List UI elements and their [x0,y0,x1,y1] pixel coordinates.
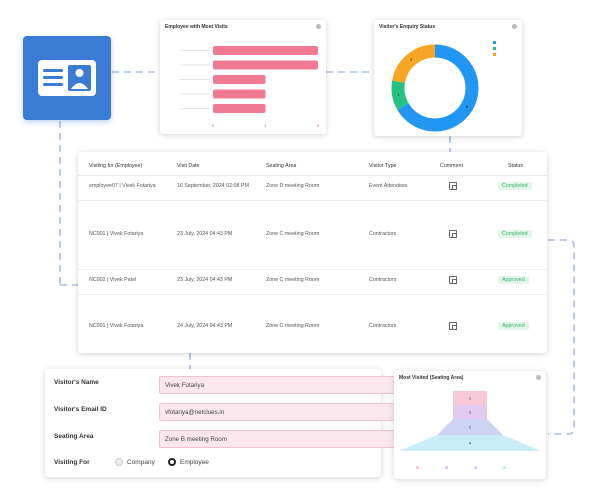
x-tick-label: 2 [317,123,320,128]
divider [78,294,547,295]
cell-employee: NC001 | Vivek Fotariya [89,323,144,329]
cell-area: Zone C meeting Room [266,231,320,237]
segment-value-label: 2 [469,425,472,430]
cell-type: Event Attendees [369,183,408,189]
cell-employee: NC001 | Vivek Fotariya [89,231,144,237]
divider [78,175,547,176]
legend-swatch [503,466,506,469]
cell-area: Zone C meeting Room [266,277,320,283]
cell-employee: NC002 | Vivek Patel [89,277,137,283]
table-header: Visiting for (Employee) Visit Date Seati… [78,163,547,173]
donut-chart-card: Visitor's Enquiry Status 6 1 2 [374,20,522,136]
email-label: Visitor's Email ID [54,406,107,413]
funnel-chart-card: Most Visited (Seating Area) 1 1 2 4 [394,371,546,479]
comment-icon[interactable] [449,182,457,190]
cell-date: 16 September, 2024 02:08 PM [177,183,249,189]
donut-slice [391,80,409,110]
status-badge: Approved [498,276,529,284]
seating-select[interactable]: Zone B meeting Room ✕ ⌄ [159,430,419,448]
comment-icon[interactable] [449,230,457,238]
employee-radio[interactable] [168,458,176,466]
company-option-label[interactable]: Company [127,459,155,466]
segment-value-label: 1 [469,410,472,415]
header-type: Visitor Type [369,163,397,169]
menu-icon[interactable] [536,375,541,380]
menu-icon[interactable] [316,24,321,29]
menu-icon[interactable] [512,24,517,29]
visitor-form: Visitor's Name Vivek Fotariya Visitor's … [45,369,419,477]
email-field[interactable]: vfotariya@netclues.in [159,403,419,421]
status-badge: Completed [498,230,532,238]
cell-type: Contractors [369,277,397,283]
slice-value-label: 2 [410,57,413,62]
seating-value: Zone B meeting Room [165,436,227,443]
employee-option-label[interactable]: Employee [180,459,209,466]
funnel-segment [399,435,541,451]
bar [213,60,318,70]
header-area: Seating Area [266,163,297,169]
donut-chart: 6 1 2 [391,41,496,132]
comment-icon[interactable] [449,322,457,330]
donut-slice [392,44,436,84]
slice-value-label: 6 [466,104,469,109]
header-comment: Comment [440,163,463,169]
status-badge: Completed [498,182,532,190]
cell-date: 23 July, 2024 04:43 PM [177,277,233,283]
cell-area: Zone C meeting Room [266,323,320,329]
legend-swatch [445,466,448,469]
company-radio[interactable] [115,458,123,466]
cell-date: 24 July, 2024 04:43 PM [177,323,233,329]
bar [213,89,266,99]
header-status: Status [508,163,524,169]
bar [213,104,266,113]
name-field[interactable]: Vivek Fotariya [159,376,419,394]
funnel-segment [437,419,503,435]
legend-swatch [416,466,419,469]
slice-value-label: 1 [397,92,400,97]
bar-chart: 0 1 2 [180,46,320,128]
donut-slice [397,44,479,132]
segment-value-label: 1 [469,396,472,401]
divider [78,269,547,270]
visitor-id-card-icon [38,60,96,96]
legend-swatch [493,41,496,44]
seating-label: Seating Area [54,433,94,440]
visiting-label: Visiting For [54,459,90,466]
legend-swatch [493,53,496,56]
divider [78,200,547,201]
legend-swatch [474,466,477,469]
cell-date: 23 July, 2024 04:43 PM [177,231,233,237]
cell-employee: employee07 | Vivek Fotariya [89,183,156,189]
donut-chart-title: Visitor's Enquiry Status [379,24,436,30]
header-employee: Visiting for (Employee) [89,163,143,169]
name-label: Visitor's Name [54,379,99,386]
bar-chart-card: Employee with Most Visits 0 1 2 [160,20,326,134]
bar-chart-title: Employee with Most Visits [165,24,228,30]
bar [213,46,318,55]
cell-area: Zone D meeting Room [266,183,320,189]
status-badge: Approved [498,322,529,330]
funnel-segment [453,405,487,419]
comment-icon[interactable] [449,276,457,284]
x-tick-label: 1 [264,123,267,128]
funnel-chart-title: Most Visited (Seating Area) [399,375,464,381]
cell-type: Contractors [369,231,397,237]
legend-swatch [493,47,496,50]
header-date: Visit Date [177,163,200,169]
funnel-chart: 1 1 2 4 [399,391,541,469]
bar [213,75,266,84]
segment-value-label: 4 [469,441,472,446]
visitor-id-card [23,36,111,120]
x-tick-label: 0 [212,123,215,128]
funnel-segment [453,391,487,405]
visits-table: Visiting for (Employee) Visit Date Seati… [78,152,547,353]
cell-type: Contractors [369,323,397,329]
